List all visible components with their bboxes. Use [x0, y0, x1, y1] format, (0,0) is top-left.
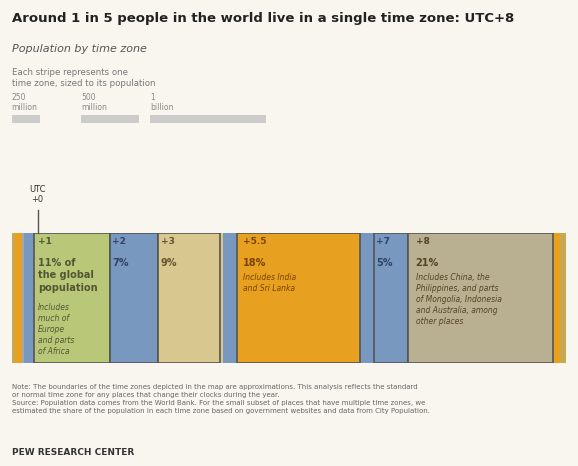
- Bar: [220, 233, 223, 363]
- Text: 9%: 9%: [161, 258, 177, 268]
- Bar: [24, 233, 34, 363]
- Text: +3: +3: [161, 237, 175, 246]
- Text: Around 1 in 5 people in the world live in a single time zone: UTC+8: Around 1 in 5 people in the world live i…: [12, 12, 514, 25]
- Bar: [374, 233, 409, 363]
- Bar: [158, 233, 220, 363]
- Bar: [22, 233, 24, 363]
- Text: +1: +1: [38, 237, 52, 246]
- Bar: [223, 233, 237, 363]
- Text: Includes India
and Sri Lanka: Includes India and Sri Lanka: [243, 273, 296, 293]
- Text: 18%: 18%: [243, 258, 266, 268]
- Bar: [560, 233, 566, 363]
- Text: +8: +8: [416, 237, 429, 246]
- Text: 21%: 21%: [416, 258, 439, 268]
- Bar: [110, 233, 158, 363]
- Bar: [361, 233, 374, 363]
- Bar: [409, 233, 553, 363]
- Text: 11% of
the global
population: 11% of the global population: [38, 258, 98, 293]
- Text: Each stripe represents one
time zone, sized to its population: Each stripe represents one time zone, si…: [12, 68, 155, 89]
- Text: PEW RESEARCH CENTER: PEW RESEARCH CENTER: [12, 448, 134, 457]
- Text: +2: +2: [112, 237, 126, 246]
- Text: +7: +7: [376, 237, 390, 246]
- Bar: [34, 233, 110, 363]
- Text: Includes
much of
Europe
and parts
of Africa: Includes much of Europe and parts of Afr…: [38, 303, 75, 356]
- Text: Population by time zone: Population by time zone: [12, 44, 146, 54]
- Text: 1
billion: 1 billion: [150, 93, 173, 112]
- Text: 5%: 5%: [376, 258, 392, 268]
- Bar: [12, 233, 15, 363]
- Text: Includes China, the
Philippines, and parts
of Mongolia, Indonesia
and Australia,: Includes China, the Philippines, and par…: [416, 273, 502, 326]
- Bar: [553, 233, 560, 363]
- Text: +5.5: +5.5: [243, 237, 266, 246]
- Text: Note: The boundaries of the time zones depicted in the map are approximations. T: Note: The boundaries of the time zones d…: [12, 384, 429, 414]
- Text: 250
million: 250 million: [12, 93, 38, 112]
- Text: 7%: 7%: [112, 258, 129, 268]
- Text: UTC
+0: UTC +0: [29, 185, 46, 204]
- Bar: [237, 233, 361, 363]
- Bar: [15, 233, 22, 363]
- Text: 500
million: 500 million: [81, 93, 107, 112]
